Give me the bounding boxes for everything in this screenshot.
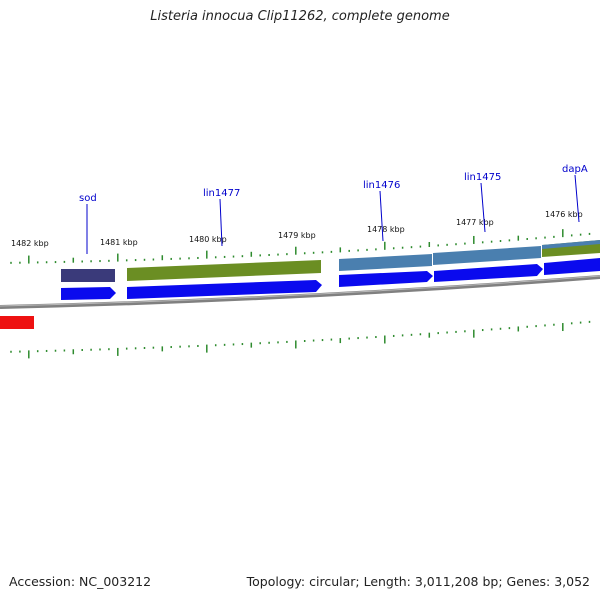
leader-line-lin1476 [379,190,384,242]
gene-label-dapA[interactable]: dapA [562,164,588,175]
highlight-block [0,316,34,329]
gene-label-sod[interactable]: sod [79,193,97,204]
leader-line-dapA [574,174,580,223]
cds-arrow-lin1475[interactable] [434,264,543,282]
tick-marks-top [10,229,591,264]
tick-label-1482kbp: 1482 kbp [11,239,49,248]
feature-lin1477[interactable] [127,260,321,281]
leader-line-lin1477 [219,198,223,247]
cds-arrow-sod[interactable] [61,287,116,300]
topology-text: Topology: circular; Length: 3,011,208 bp… [246,574,590,589]
gene-label-lin1477[interactable]: lin1477 [203,188,240,199]
tick-label-1481kbp: 1481 kbp [100,238,138,247]
map-title: Listeria innocua Clip11262, complete gen… [150,9,450,24]
tick-label-1480kbp: 1480 kbp [189,235,227,244]
genome-backbone [0,275,600,309]
cds-arrow-dapA[interactable] [544,258,600,275]
tick-marks-bottom [10,320,591,359]
feature-lin1476[interactable] [339,254,432,271]
tick-label-1476kbp: 1476 kbp [545,210,583,219]
leader-line-lin1475 [480,182,486,233]
gene-label-lin1476[interactable]: lin1476 [363,180,400,191]
tick-label-1477kbp: 1477 kbp [456,218,494,227]
tick-label-1478kbp: 1478 kbp [367,225,405,234]
gene-label-lin1475[interactable]: lin1475 [464,172,501,183]
cds-arrow-lin1476[interactable] [339,271,433,287]
accession-text: Accession: NC_003212 [9,574,152,589]
tick-label-1479kbp: 1479 kbp [278,231,316,240]
feature-lin1475[interactable] [433,246,541,265]
feature-sod[interactable] [61,269,115,282]
cds-arrow-lin1477[interactable] [127,280,322,299]
